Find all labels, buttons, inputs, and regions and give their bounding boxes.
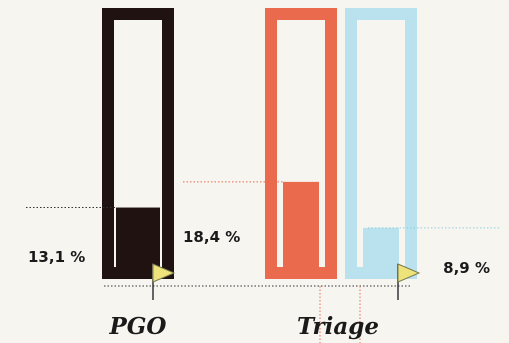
value-label-2: 18,4 % — [183, 228, 240, 246]
category-label-1: PGO — [109, 313, 167, 340]
tube-frame-1 — [102, 8, 174, 279]
bar-fill-3 — [363, 227, 399, 271]
value-label-3: 8,9 % — [443, 259, 490, 277]
category-label-2: Triage — [297, 313, 379, 340]
value-label-1: 13,1 % — [28, 248, 85, 266]
flag-icon — [152, 263, 176, 283]
bar-fill-1 — [116, 207, 160, 271]
flag-icon — [397, 263, 421, 283]
bar-fill-2 — [283, 181, 319, 271]
tube-frame-3 — [345, 8, 417, 279]
tube-frame-2 — [265, 8, 337, 279]
